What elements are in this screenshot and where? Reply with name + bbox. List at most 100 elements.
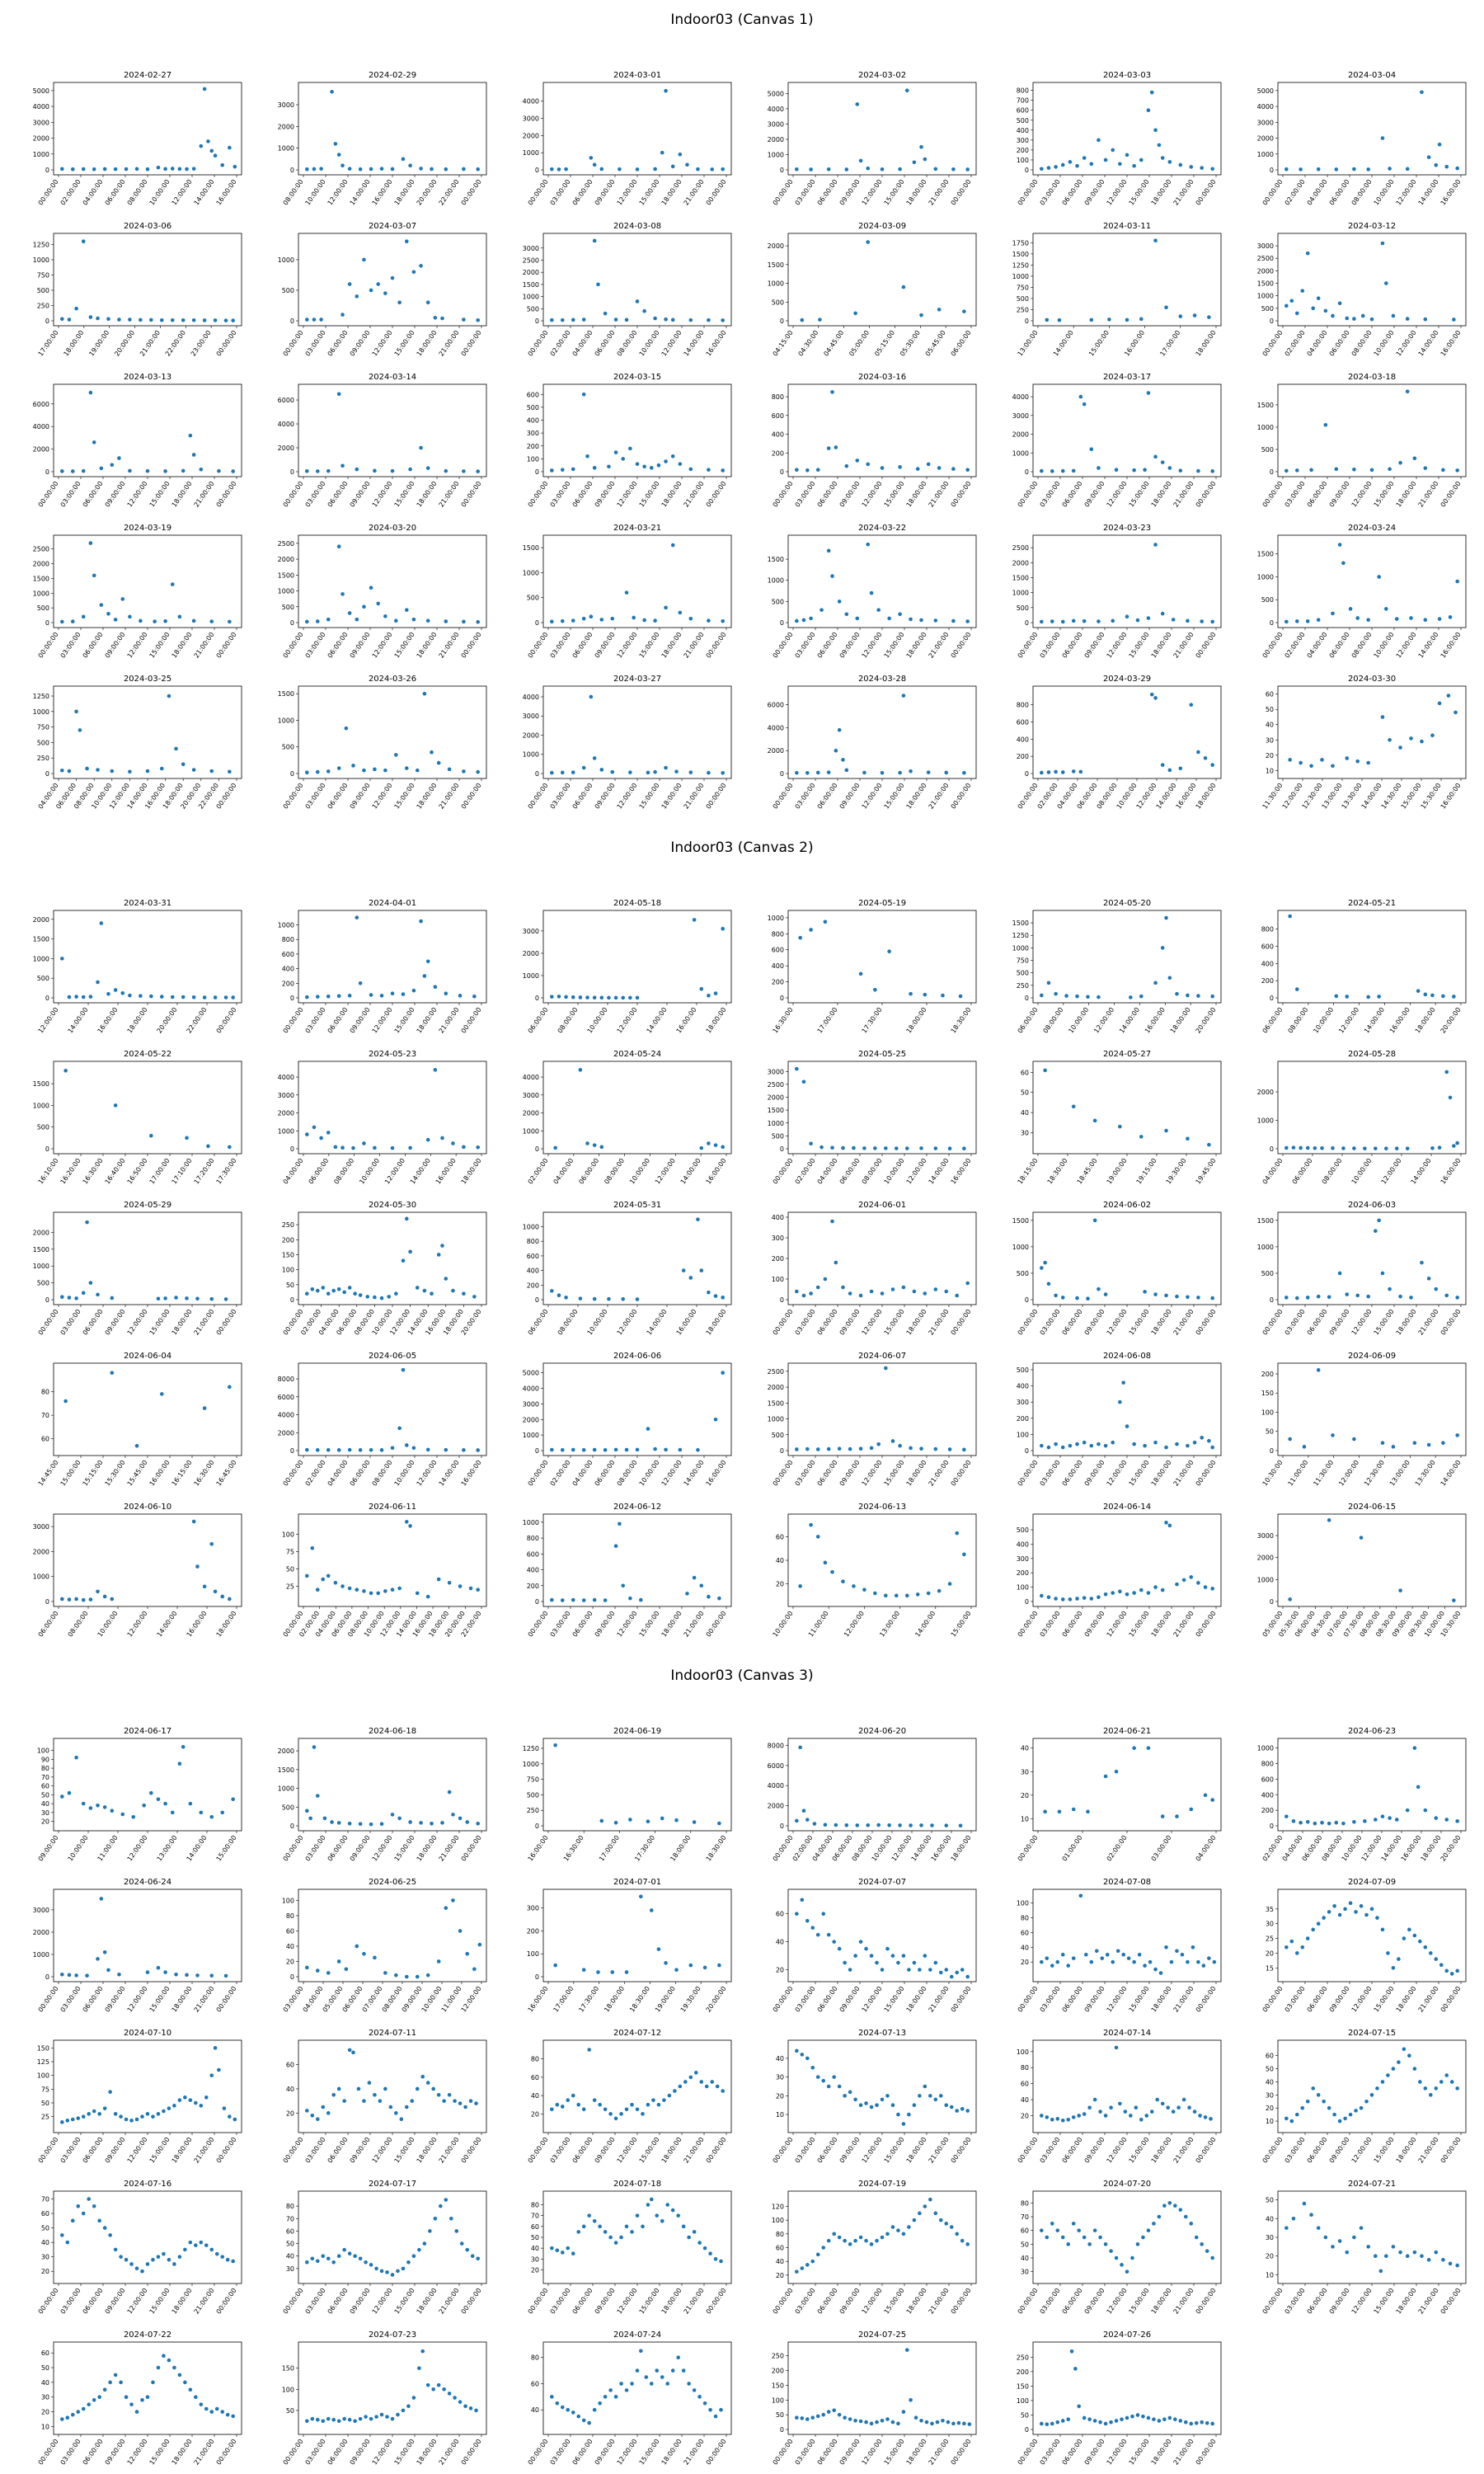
data-point [1114, 2045, 1119, 2050]
data-point [556, 995, 561, 999]
x-tick-label: 14:00:00 [683, 1459, 706, 1488]
y-tick-label: 50 [1021, 2411, 1029, 2419]
x-tick-label: 15:00:00 [59, 1459, 82, 1488]
y-tick-label: 2000 [768, 1384, 784, 1391]
data-point [713, 2414, 718, 2419]
y-tick-label: 1500 [1257, 280, 1274, 288]
y-tick-label: 30 [1266, 2234, 1274, 2241]
y-tick-label: 0 [535, 770, 539, 778]
data-point [1331, 313, 1335, 318]
data-point [228, 1597, 232, 1602]
data-point [315, 1587, 320, 1592]
data-point [707, 618, 711, 623]
data-point [202, 1406, 207, 1410]
x-tick-label: 18:00:00 [416, 480, 439, 509]
data-point [404, 1216, 409, 1221]
x-tick-label: 00:00:00 [460, 178, 483, 207]
subplot-title: 2024-07-23 [369, 2331, 416, 2340]
subplot-title: 2024-06-04 [124, 1352, 171, 1361]
x-tick-label: 08:00:00 [332, 1157, 355, 1186]
x-tick-label: 12:00:00 [616, 178, 639, 207]
y-tick-label: 60 [41, 2210, 49, 2218]
data-point [1369, 1907, 1374, 1912]
y-tick-label: 60 [286, 1927, 294, 1935]
data-point [938, 2094, 943, 2098]
x-tick-label: 15:00:00 [215, 1834, 238, 1863]
data-point [678, 152, 683, 157]
y-tick-label: 1000 [278, 145, 294, 153]
x-tick-label: 15:00:00 [1373, 2136, 1396, 2165]
data-point [560, 317, 565, 322]
data-point [692, 2230, 697, 2234]
plot-frame [542, 2190, 732, 2284]
x-tick-label: 14:00:00 [928, 1157, 951, 1186]
data-point [1364, 1912, 1369, 1917]
data-point [305, 770, 309, 775]
x-tick-label: 06:00:00 [1061, 1985, 1084, 2014]
x-tick-label: 18:00:00 [1395, 1308, 1418, 1337]
data-point [476, 1145, 480, 1150]
data-point [639, 1597, 643, 1602]
data-point [99, 921, 104, 925]
data-point [884, 1593, 888, 1598]
data-point [1139, 2117, 1144, 2122]
x-tick-label: 00:00:00 [1261, 178, 1284, 207]
y-tick-label: 0 [1270, 468, 1274, 476]
data-point [70, 469, 75, 473]
data-point [1452, 995, 1456, 999]
data-point [646, 2203, 650, 2207]
data-point [1160, 2101, 1165, 2106]
data-point [1323, 422, 1328, 427]
data-point [599, 167, 604, 172]
data-point [639, 1894, 643, 1899]
data-point [1388, 167, 1392, 171]
x-tick-label: 05:30:00 [899, 329, 922, 358]
data-point [1453, 710, 1458, 715]
x-tick-label: 15:00:00 [638, 178, 661, 207]
x-tick-label: 18:30:00 [628, 1985, 651, 2014]
x-tick-label: 21:00:00 [193, 1308, 216, 1337]
x-tick-label: 10:00:00 [393, 1459, 416, 1488]
data-point [707, 1594, 711, 1599]
data-point [1343, 1907, 1347, 1912]
plot-frame [1032, 1738, 1222, 1832]
data-point [592, 238, 597, 243]
y-tick-label: 0 [1025, 995, 1029, 1002]
x-tick-label: 06:00:00 [1306, 1308, 1329, 1337]
x-tick-label: 15:00:00 [1128, 178, 1151, 207]
data-point [319, 167, 323, 171]
data-point [664, 1447, 668, 1452]
data-point [1355, 1293, 1360, 1298]
data-point [1194, 2420, 1199, 2425]
data-point [74, 995, 78, 999]
plot-frame [53, 1211, 242, 1305]
data-point [451, 1813, 455, 1817]
data-point [310, 2416, 315, 2421]
x-tick-label: 06:00:00 [571, 782, 594, 811]
x-tick-label: 03:00:00 [304, 631, 327, 660]
y-tick-label: 10 [1266, 767, 1274, 774]
data-point [191, 167, 196, 171]
data-point [430, 1821, 434, 1826]
data-point [951, 618, 956, 623]
data-point [1187, 2105, 1191, 2110]
y-tick-label: 50 [1266, 706, 1274, 713]
data-point [459, 2241, 464, 2246]
subplot-title: 2024-07-20 [1103, 2180, 1151, 2189]
data-point [358, 2416, 363, 2421]
data-point [209, 769, 214, 774]
data-point [199, 2104, 204, 2108]
y-tick-label: 600 [527, 1253, 539, 1260]
x-tick-label: 00:00:00 [772, 1308, 795, 1337]
x-tick-label: 09:00:00 [37, 1834, 60, 1863]
data-point [374, 2415, 378, 2419]
x-tick-label: 09:00:00 [594, 2438, 617, 2467]
data-point [1186, 1959, 1190, 1964]
data-point [1098, 2235, 1102, 2240]
